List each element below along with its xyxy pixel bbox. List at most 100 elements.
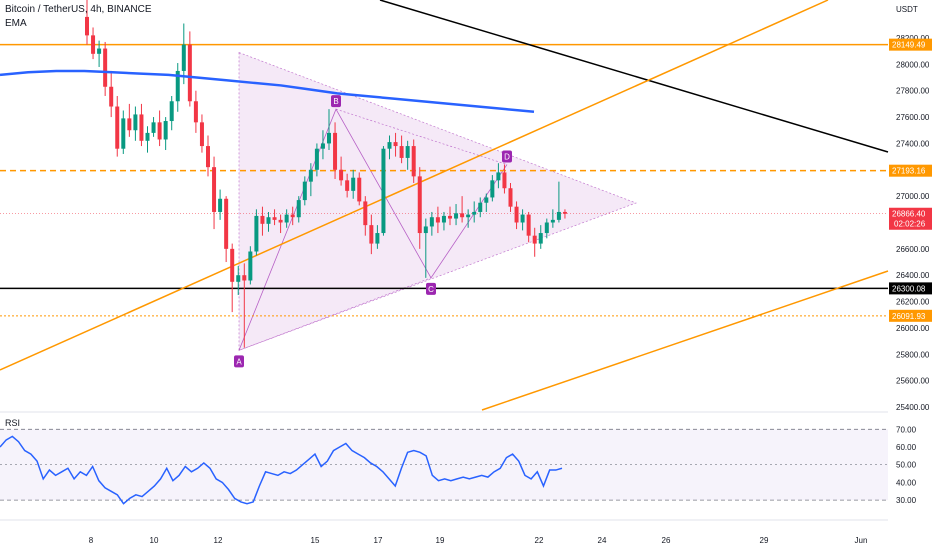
candle-body (351, 177, 356, 191)
candle (127, 103, 132, 137)
candle-body (496, 172, 501, 181)
price-tag-bg (889, 38, 932, 51)
candle (327, 109, 331, 151)
price-tag-bg (889, 207, 932, 230)
rsi-tick-label: 40.00 (896, 478, 917, 487)
time-tick-label: 19 (436, 536, 445, 545)
pattern-label: B (333, 97, 338, 106)
price-tick-label: 25800.00 (896, 350, 930, 359)
price-tick-label: 27600.00 (896, 113, 930, 122)
candle (169, 95, 174, 131)
price-tick-label: 26000.00 (896, 324, 930, 333)
candle (496, 163, 501, 189)
candle-body (417, 176, 422, 234)
pattern-label-bg (502, 150, 512, 163)
pattern-label: D (504, 153, 510, 162)
rsi-tick-label: 50.00 (896, 461, 917, 470)
candle-body (193, 101, 198, 123)
candle-body (254, 215, 259, 252)
candle-body (230, 248, 235, 282)
price-tag-bg (889, 282, 932, 295)
candle-body (212, 167, 217, 212)
candle (91, 27, 96, 60)
candle (381, 146, 386, 236)
time-tick-label: 26 (662, 536, 671, 545)
candle (242, 263, 247, 348)
pattern-bd-line (335, 108, 508, 165)
candle (260, 206, 265, 236)
candle (224, 196, 229, 263)
candle-body (345, 180, 350, 191)
candle-body (206, 146, 210, 168)
candle (187, 31, 192, 107)
currency-label: USDT (896, 5, 918, 14)
candle (363, 196, 368, 236)
ema-indicator-label[interactable]: EMA (5, 18, 27, 29)
candle (550, 209, 555, 228)
candle (175, 63, 180, 112)
candle-body (441, 215, 446, 223)
price-tick-label: 25400.00 (896, 403, 930, 412)
candle-body (266, 217, 271, 224)
time-tick-label: 17 (374, 536, 383, 545)
candle-body (562, 211, 567, 214)
candle (514, 201, 519, 230)
candle-body (308, 169, 313, 182)
candle-body (296, 200, 301, 218)
rsi-tick-label: 60.00 (896, 443, 917, 452)
candle-body (399, 146, 404, 158)
price-tag-bg (889, 309, 932, 322)
candle (206, 135, 210, 177)
candle-body (490, 180, 495, 198)
candle (230, 243, 235, 313)
price-tag-label: 27193.16 (892, 167, 926, 176)
candle-body (278, 219, 283, 223)
candle (393, 132, 398, 157)
candle (460, 196, 465, 223)
candle (296, 196, 301, 223)
candle-body (387, 142, 392, 149)
price-tick-label: 27400.00 (896, 139, 930, 148)
pattern-point-a: A (234, 355, 244, 368)
candle-body (302, 181, 307, 201)
candle (302, 176, 307, 206)
candle (411, 139, 416, 183)
candle (357, 172, 362, 206)
candle-body (121, 118, 126, 149)
pattern-label-bg (426, 282, 436, 295)
candle (163, 117, 168, 151)
ema-line (0, 69, 535, 114)
candle-body (260, 215, 265, 224)
candle-body (151, 122, 156, 133)
candle (109, 70, 114, 118)
candle-body (472, 211, 477, 215)
candle-body (272, 217, 277, 220)
candle (369, 214, 374, 255)
candle-body (242, 275, 247, 281)
candle (441, 211, 446, 231)
chart-title: Bitcoin / TetherUS, 4h, BINANCE (5, 4, 152, 15)
candle (532, 227, 537, 257)
pattern-label-bg (331, 95, 341, 108)
candle-body (314, 148, 319, 170)
ascending-trendline-lower (481, 270, 889, 411)
candle (103, 41, 108, 96)
candle-body (466, 214, 471, 218)
candle-body (115, 106, 120, 149)
candle-body (375, 233, 380, 244)
candle-body (423, 226, 428, 234)
price-tick-label: 27800.00 (896, 87, 930, 96)
time-tick-label: Jun (855, 536, 868, 545)
rsi-line (0, 435, 563, 505)
rsi-indicator-label[interactable]: RSI (5, 418, 21, 428)
time-tick-label: 12 (214, 536, 223, 545)
candle-body (357, 177, 362, 202)
candle (218, 189, 223, 220)
time-tick-label: 8 (89, 536, 94, 545)
candle (454, 204, 459, 226)
candle-body (290, 214, 295, 218)
time-tick-label: 10 (150, 536, 159, 545)
candle-body (187, 44, 192, 102)
candle (272, 209, 277, 226)
